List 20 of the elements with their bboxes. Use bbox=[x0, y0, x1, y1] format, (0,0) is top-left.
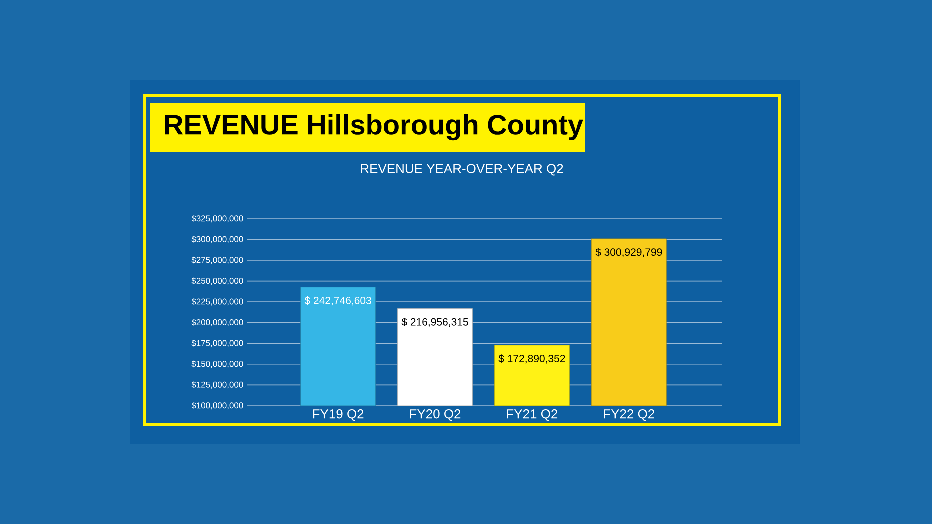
x-tick-label: FY19 Q2 bbox=[313, 409, 364, 422]
y-tick-label: $275,000,000 bbox=[192, 256, 244, 264]
data-label: $ 300,929,799 bbox=[596, 248, 662, 258]
y-tick-label: $150,000,000 bbox=[192, 360, 244, 368]
y-tick-label: $125,000,000 bbox=[192, 382, 244, 389]
y-tick-label: $325,000,000 bbox=[192, 215, 244, 223]
y-tick-label: $100,000,000 bbox=[192, 402, 244, 410]
data-label: $ 216,956,315 bbox=[402, 318, 468, 328]
chart-title: REVENUE Hillsborough County bbox=[165, 114, 584, 141]
y-tick-label: $250,000,000 bbox=[192, 278, 244, 285]
y-tick-label: $200,000,000 bbox=[192, 319, 244, 327]
x-tick-label: FY21 Q2 bbox=[507, 409, 558, 422]
chart-subtitle: REVENUE YEAR-OVER-YEAR Q2 bbox=[361, 164, 564, 176]
data-label: $ 172,890,352 bbox=[498, 354, 566, 364]
x-tick-label: FY22 Q2 bbox=[604, 409, 654, 422]
y-tick-label: $225,000,000 bbox=[192, 298, 244, 306]
x-tick-label: FY20 Q2 bbox=[410, 409, 461, 422]
data-label: $ 242,746,603 bbox=[304, 296, 372, 306]
y-tick-label: $300,000,000 bbox=[192, 236, 244, 244]
y-tick-label: $175,000,000 bbox=[192, 340, 244, 348]
